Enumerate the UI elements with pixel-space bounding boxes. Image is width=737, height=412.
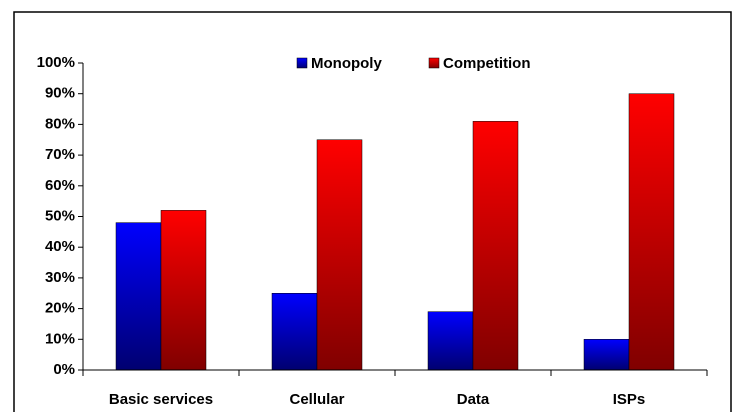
bar (316, 139, 363, 371)
y-tick-label: 20% (45, 300, 75, 317)
legend-swatch (428, 57, 440, 69)
x-tick-label: ISPs (613, 391, 646, 408)
y-tick-label: 30% (45, 269, 75, 286)
frame (13, 11, 732, 412)
x-tick-label: Cellular (289, 391, 344, 408)
bar (583, 339, 630, 371)
bar (628, 93, 675, 371)
bar (427, 311, 474, 371)
x-tick-label: Basic services (109, 391, 213, 408)
y-tick-label: 10% (45, 330, 75, 347)
legend-label: Monopoly (311, 55, 382, 72)
y-tick-label: 40% (45, 238, 75, 255)
x-tick-label: Data (457, 391, 490, 408)
y-tick-label: 100% (37, 54, 75, 71)
y-tick-label: 70% (45, 146, 75, 163)
legend-swatch (296, 57, 308, 69)
bar (271, 293, 318, 371)
legend-label: Competition (443, 55, 531, 72)
y-tick-label: 80% (45, 115, 75, 132)
bar (115, 222, 162, 371)
y-tick-label: 90% (45, 85, 75, 102)
bar (472, 121, 519, 371)
y-tick-label: 50% (45, 207, 75, 224)
bar (160, 210, 207, 371)
y-tick-label: 60% (45, 177, 75, 194)
y-tick-label: 0% (53, 361, 75, 378)
